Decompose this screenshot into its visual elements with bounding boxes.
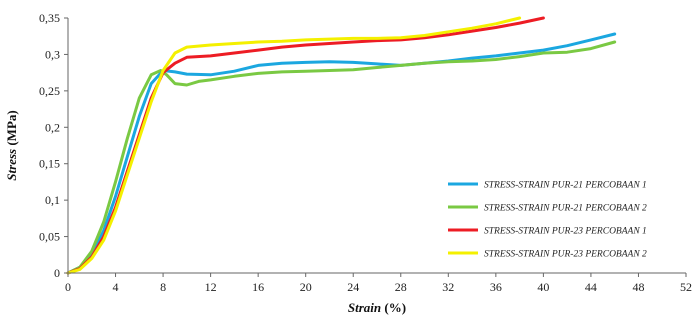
x-tick-labels: 0 4 8 12 16 20 24 28 32 36 40 44 48 52 xyxy=(65,273,692,294)
x-tick-label: 48 xyxy=(632,280,644,294)
y-tick-label: 0 xyxy=(54,266,60,280)
series-line-3 xyxy=(66,16,545,275)
x-tick-label: 44 xyxy=(585,280,597,294)
y-axis-title-unit: (MPa) xyxy=(4,110,19,149)
series-line-4 xyxy=(66,16,522,275)
legend-label: STRESS-STRAIN PUR-21 PERCOBAAN 1 xyxy=(484,181,647,191)
x-tick-label: 28 xyxy=(395,280,407,294)
y-tick-label: 0,05 xyxy=(39,230,60,244)
x-axis-title: Strain (%) xyxy=(348,300,406,315)
x-tick-label: 32 xyxy=(442,280,454,294)
y-tick-label: 0,35 xyxy=(39,11,60,25)
x-tick-label: 40 xyxy=(537,280,549,294)
y-tick-labels: 0 0,05 0,1 0,15 0,2 0,25 0,3 0,35 xyxy=(39,11,68,280)
series-line-2 xyxy=(66,40,617,275)
x-axis-title-main: Strain xyxy=(348,300,381,315)
y-tick-label: 0,3 xyxy=(45,47,60,61)
x-tick-label: 0 xyxy=(65,280,71,294)
x-tick-label: 8 xyxy=(160,280,166,294)
x-axis-title-unit: (%) xyxy=(381,300,406,315)
x-tick-label: 52 xyxy=(680,280,692,294)
y-tick-label: 0,15 xyxy=(39,157,60,171)
series-layer xyxy=(66,16,617,275)
y-axis-title-main: Stress xyxy=(4,149,19,181)
series-line-1 xyxy=(66,32,617,275)
y-tick-label: 0,2 xyxy=(45,120,60,134)
legend: STRESS-STRAIN PUR-21 PERCOBAAN 1 STRESS-S… xyxy=(448,181,647,260)
x-tick-label: 16 xyxy=(252,280,264,294)
x-tick-label: 4 xyxy=(113,280,119,294)
x-tick-label: 20 xyxy=(300,280,312,294)
y-tick-label: 0,25 xyxy=(39,84,60,98)
legend-label: STRESS-STRAIN PUR-21 PERCOBAAN 2 xyxy=(484,204,647,214)
legend-label: STRESS-STRAIN PUR-23 PERCOBAAN 2 xyxy=(484,250,647,260)
y-axis-title: Stress (MPa) xyxy=(4,110,19,180)
x-tick-label: 12 xyxy=(205,280,217,294)
x-tick-label: 24 xyxy=(347,280,359,294)
x-tick-label: 36 xyxy=(490,280,502,294)
y-tick-label: 0,1 xyxy=(45,193,60,207)
legend-label: STRESS-STRAIN PUR-23 PERCOBAAN 1 xyxy=(484,227,647,237)
